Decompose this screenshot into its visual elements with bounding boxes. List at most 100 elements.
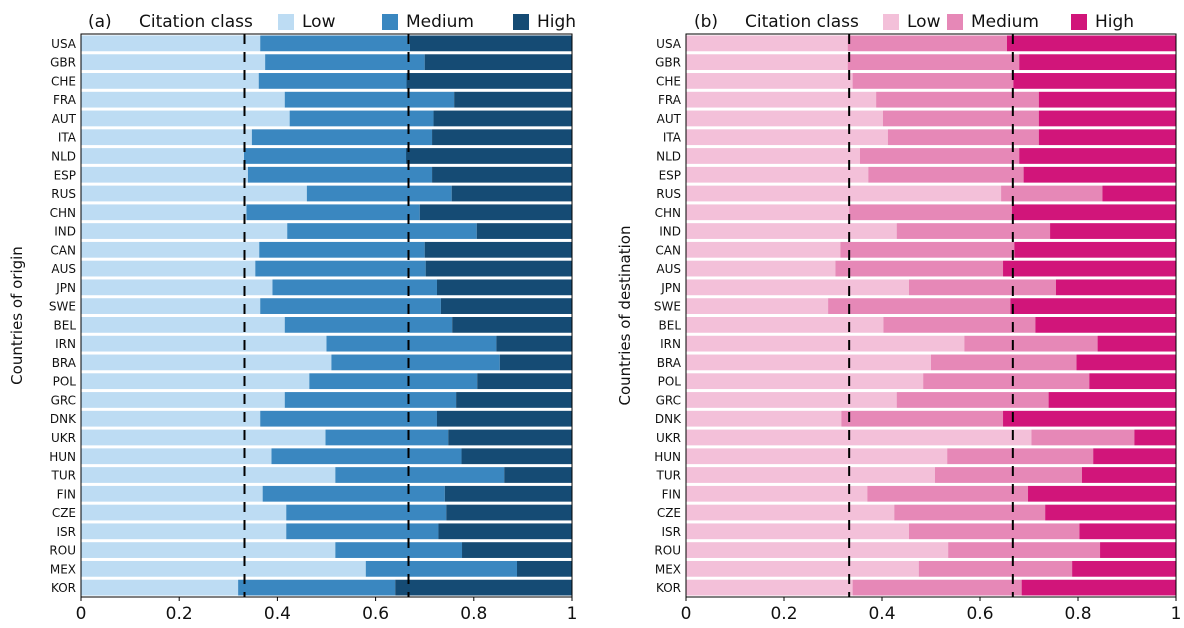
y-tick-label: AUT bbox=[52, 112, 77, 126]
y-tick-label: IND bbox=[659, 225, 681, 239]
bar-usa-low bbox=[686, 35, 848, 52]
legend-swatch-high bbox=[1071, 14, 1087, 30]
bar-isr-high bbox=[1079, 523, 1176, 540]
bar-jpn-high bbox=[436, 279, 572, 296]
y-axis-title: Countries of origin bbox=[8, 246, 26, 385]
bar-can-high bbox=[1014, 241, 1176, 258]
bar-esp-high bbox=[432, 166, 572, 183]
bar-pol-low bbox=[686, 373, 924, 390]
y-tick-label: ISR bbox=[57, 525, 77, 539]
bar-pol-high bbox=[1089, 373, 1176, 390]
bar-swe-high bbox=[440, 298, 572, 314]
bar-chn-low bbox=[81, 204, 247, 221]
legend-title: Citation class bbox=[745, 12, 859, 32]
y-tick-label: IND bbox=[54, 225, 76, 239]
bar-fin-low bbox=[686, 485, 868, 502]
legend-swatch-high bbox=[513, 14, 529, 30]
bar-fin-high bbox=[444, 485, 572, 502]
bar-grc-low bbox=[81, 392, 285, 408]
bar-ind-high bbox=[1050, 223, 1176, 239]
y-tick-label: BRA bbox=[52, 356, 77, 370]
bar-aut-high bbox=[1038, 110, 1176, 127]
y-tick-label: CHN bbox=[50, 206, 76, 220]
bar-che-high bbox=[1013, 73, 1176, 89]
bar-aus-medium bbox=[835, 260, 1004, 277]
bar-mex-low bbox=[686, 560, 919, 577]
bar-jpn-medium bbox=[908, 279, 1056, 296]
x-tick-label: 0.6 bbox=[362, 604, 389, 624]
bar-usa-high bbox=[1006, 35, 1176, 52]
bar-swe-medium bbox=[828, 298, 1011, 314]
bar-bra-high bbox=[499, 354, 572, 371]
bar-irn-low bbox=[686, 335, 965, 352]
y-tick-label: FRA bbox=[658, 93, 682, 107]
bar-usa-medium bbox=[847, 35, 1007, 52]
bar-grc-high bbox=[1048, 392, 1176, 408]
bar-hun-medium bbox=[947, 448, 1094, 465]
bar-can-low bbox=[686, 241, 841, 258]
bar-gbr-medium bbox=[265, 54, 425, 71]
y-tick-label: CHN bbox=[655, 206, 681, 220]
y-tick-label: USA bbox=[656, 37, 682, 51]
y-tick-label: BRA bbox=[657, 356, 682, 370]
y-tick-label: TUR bbox=[656, 469, 681, 483]
bar-irn-low bbox=[81, 335, 327, 352]
bar-pol-medium bbox=[923, 373, 1090, 390]
y-tick-label: BEL bbox=[54, 318, 77, 332]
y-tick-label: KOR bbox=[656, 581, 681, 595]
bar-ukr-medium bbox=[325, 429, 449, 446]
bar-rou-low bbox=[81, 542, 336, 558]
bar-mex-high bbox=[517, 560, 572, 577]
bar-ita-low bbox=[81, 129, 252, 146]
bar-ita-medium bbox=[887, 129, 1039, 146]
bar-rou-low bbox=[686, 542, 949, 558]
y-tick-label: USA bbox=[51, 37, 77, 51]
bar-ita-high bbox=[432, 129, 572, 146]
bar-tur-high bbox=[1081, 467, 1176, 483]
bar-can-medium bbox=[259, 241, 425, 258]
bar-fra-medium bbox=[284, 91, 455, 108]
bar-grc-medium bbox=[284, 392, 457, 408]
bar-isr-medium bbox=[286, 523, 439, 540]
legend-label-medium: Medium bbox=[971, 12, 1039, 32]
y-tick-label: JPN bbox=[660, 281, 681, 295]
bar-fra-medium bbox=[876, 91, 1039, 108]
bar-aut-medium bbox=[882, 110, 1039, 127]
bar-bel-high bbox=[1035, 317, 1176, 333]
x-tick-label: 0.8 bbox=[1064, 604, 1091, 624]
legend-label-low: Low bbox=[907, 12, 941, 32]
bar-can-high bbox=[424, 241, 572, 258]
bar-isr-medium bbox=[908, 523, 1080, 540]
bar-mex-medium bbox=[918, 560, 1073, 577]
y-tick-label: DNK bbox=[655, 412, 682, 426]
y-tick-label: IRN bbox=[55, 337, 76, 351]
panel-label: (b) bbox=[694, 12, 718, 32]
legend-label-low: Low bbox=[302, 12, 336, 32]
y-axis-title: Countries of destination bbox=[616, 226, 634, 406]
panel-label: (a) bbox=[88, 12, 112, 32]
bar-cze-high bbox=[1045, 504, 1176, 521]
bar-usa-low bbox=[81, 35, 261, 52]
bar-swe-low bbox=[686, 298, 829, 314]
bar-rou-high bbox=[1100, 542, 1176, 558]
bar-gbr-low bbox=[81, 54, 266, 71]
bar-usa-medium bbox=[260, 35, 410, 52]
legend-swatch-low bbox=[278, 14, 294, 30]
bar-irn-medium bbox=[964, 335, 1098, 352]
bar-tur-low bbox=[81, 467, 336, 483]
bar-kor-low bbox=[81, 579, 239, 596]
y-tick-label: DNK bbox=[50, 412, 77, 426]
bar-bel-medium bbox=[883, 317, 1036, 333]
y-tick-label: CHE bbox=[656, 74, 681, 88]
bar-pol-high bbox=[477, 373, 572, 390]
bar-swe-low bbox=[81, 298, 261, 314]
y-tick-label: CZE bbox=[657, 506, 681, 520]
y-tick-label: MEX bbox=[655, 562, 681, 576]
bar-isr-low bbox=[81, 523, 287, 540]
bar-irn-high bbox=[1097, 335, 1176, 352]
y-tick-label: FIN bbox=[57, 487, 76, 501]
bar-jpn-low bbox=[81, 279, 273, 296]
bar-cze-low bbox=[81, 504, 287, 521]
y-tick-label: GRC bbox=[51, 393, 76, 407]
